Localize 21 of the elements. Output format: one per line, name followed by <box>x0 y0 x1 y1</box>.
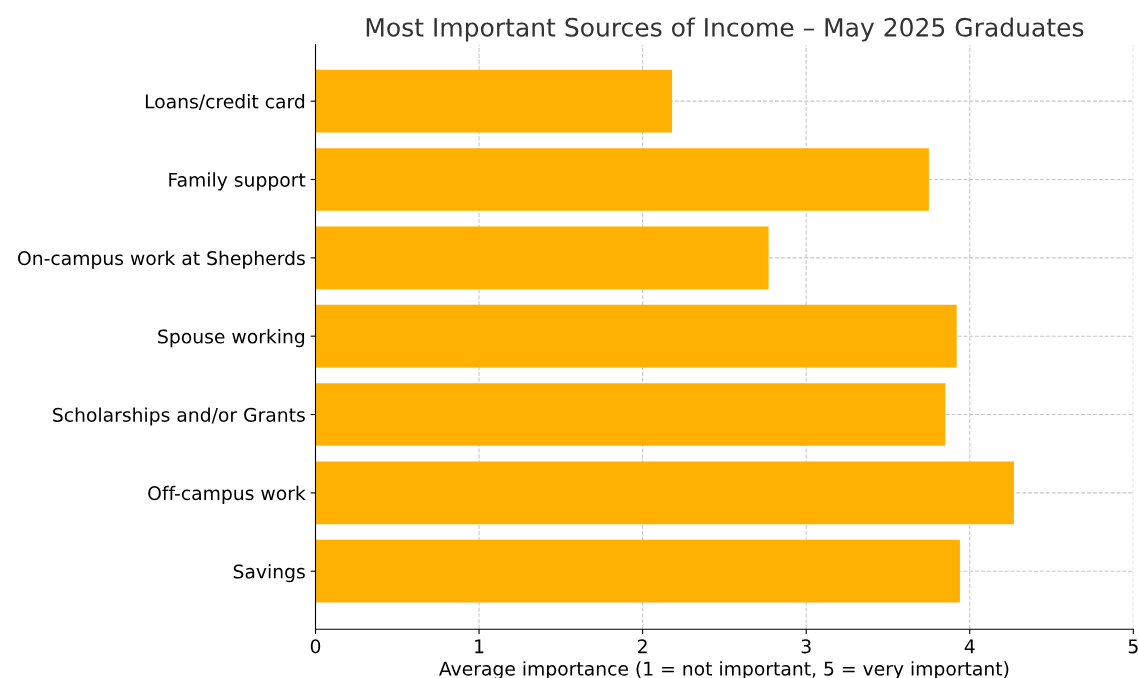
bar <box>315 539 960 603</box>
x-tick-label: 1 <box>475 639 484 654</box>
y-tick-label: Off-campus work <box>148 485 306 504</box>
y-tick-label: Family support <box>169 172 306 191</box>
x-tick-label: 3 <box>801 639 811 654</box>
chart-title: Most Important Sources of Income – May 2025 Graduates <box>366 17 1084 42</box>
x-tick-label: 4 <box>964 639 975 654</box>
bar <box>315 304 957 368</box>
bar <box>315 148 929 211</box>
y-tick-label: Savings <box>233 564 305 583</box>
y-tick-label: Scholarships and/or Grants <box>53 407 305 426</box>
y-tick-label: Spouse working <box>158 329 305 348</box>
x-tick-label: 5 <box>1128 639 1138 654</box>
x-tick-label: 2 <box>638 639 647 654</box>
bar <box>315 461 1014 525</box>
bar <box>315 226 769 290</box>
bar <box>315 69 673 133</box>
bar <box>315 383 946 446</box>
x-tick-label: 0 <box>310 639 321 654</box>
y-tick-label: Loans/credit card <box>145 94 305 111</box>
y-tick-label: On-campus work at Shepherds <box>18 250 305 269</box>
